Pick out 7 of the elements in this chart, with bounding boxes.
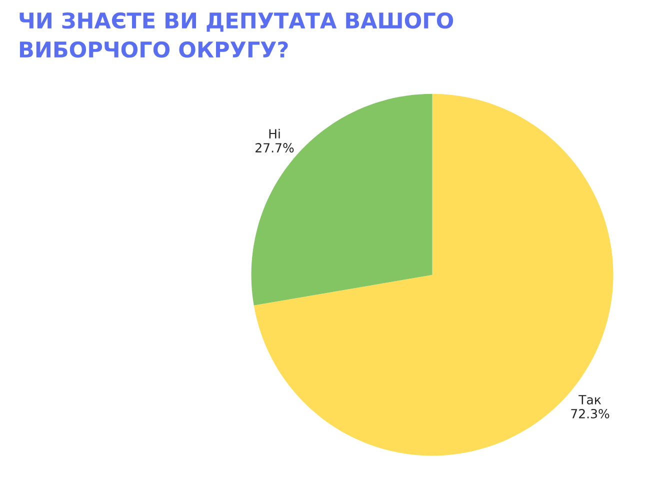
data-label: 72.3% xyxy=(571,408,610,418)
pie-slice xyxy=(254,94,614,456)
slice-label: Так xyxy=(578,395,602,404)
slice-label: Ні xyxy=(269,128,280,138)
data-label: 27.7% xyxy=(256,143,294,153)
chart-title: ЧИ ЗНАЄТЕ ВИ ДЕПУТАТА ВАШОГО ВИБОРЧОГО ОКРУГУ? xyxy=(20,12,454,58)
pie-slice xyxy=(251,94,432,306)
